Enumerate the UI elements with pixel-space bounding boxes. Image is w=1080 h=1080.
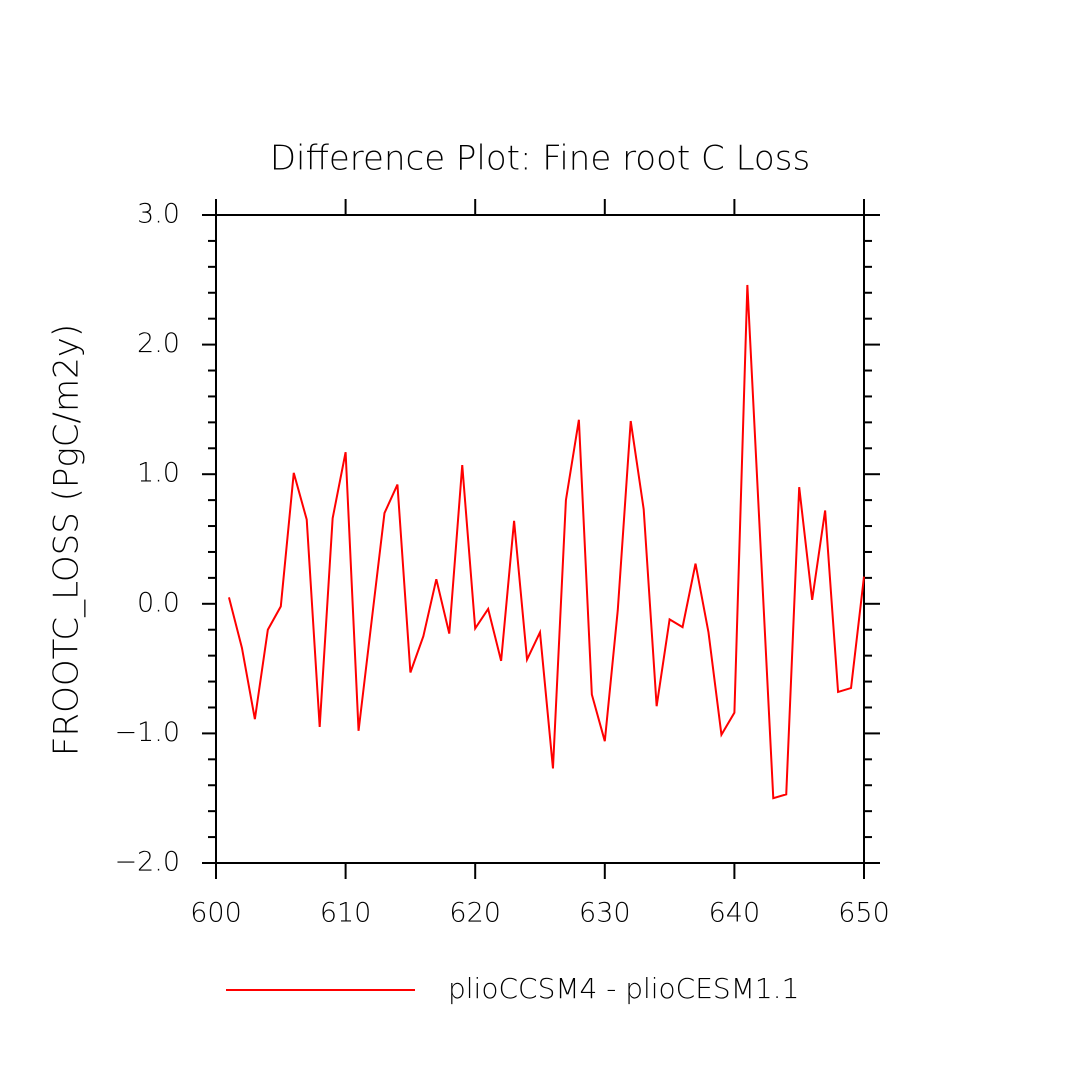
chart-title: Difference Plot: Fine root C Loss (270, 139, 810, 179)
x-tick-label: 650 (838, 898, 890, 929)
x-tick-label: 630 (579, 898, 631, 929)
x-tick-label: 610 (320, 898, 372, 929)
plot-frame (215, 214, 865, 864)
data-line (227, 284, 865, 800)
y-tick-label: 3.0 (137, 199, 180, 230)
x-tick-label: 600 (190, 898, 242, 929)
y-axis-label: FROOTC_LOSS (PgC/m2y) (47, 324, 87, 756)
y-tick-label: −1.0 (114, 717, 180, 748)
x-tick-label: 640 (709, 898, 761, 929)
y-tick-label: 1.0 (137, 458, 180, 489)
x-tick-label: 620 (449, 898, 501, 929)
y-tick-label: 2.0 (137, 328, 180, 359)
y-tick-label: −2.0 (114, 847, 180, 878)
legend-label: plioCCSM4 - plioCESM1.1 (448, 972, 799, 1005)
y-tick-label: 0.0 (137, 587, 180, 618)
